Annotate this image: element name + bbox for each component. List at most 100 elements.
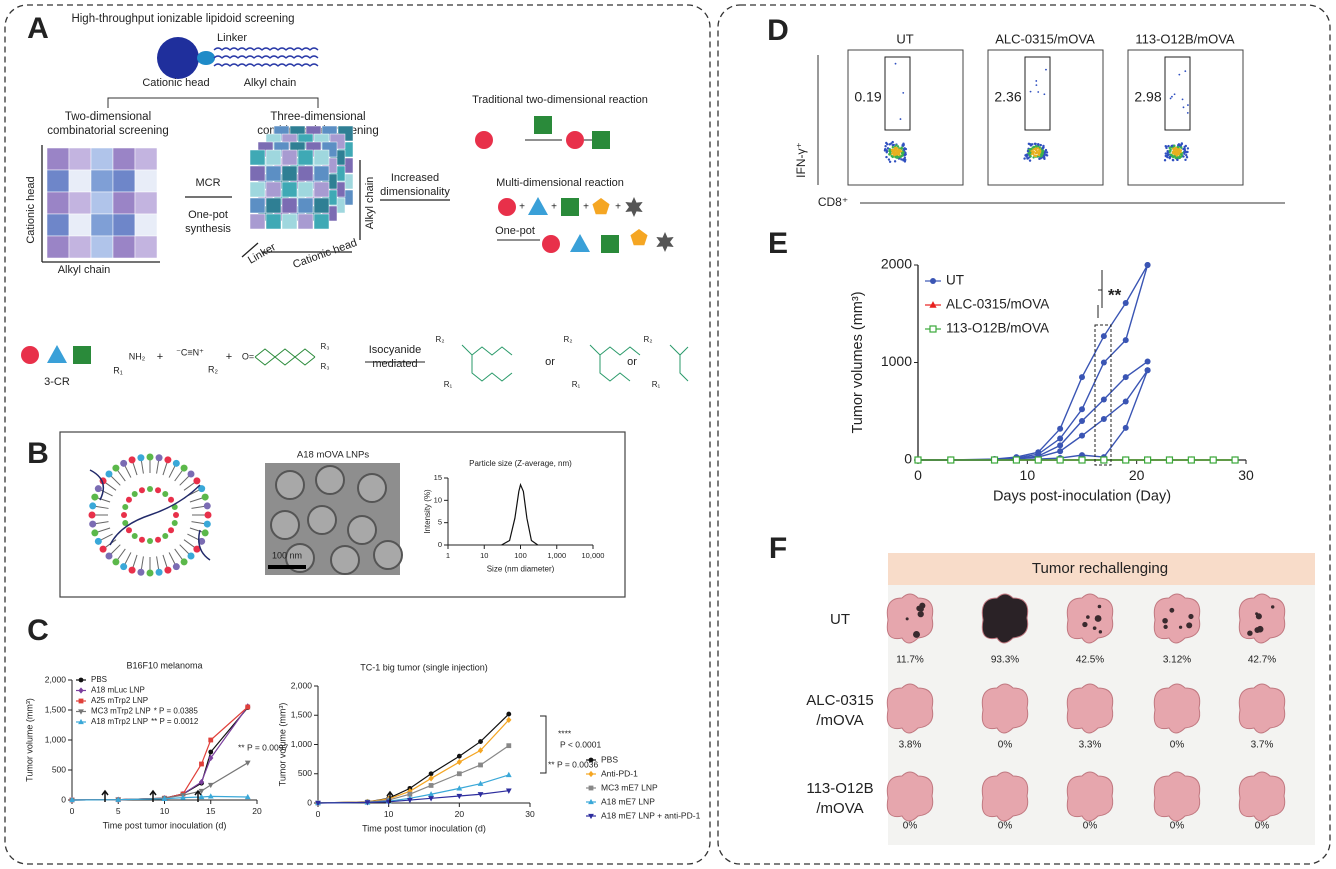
cube-cell: [265, 149, 282, 166]
data-point: [456, 771, 462, 777]
label: IFN-γ⁺: [794, 142, 808, 178]
event: [1032, 150, 1036, 154]
data-point: [506, 711, 512, 717]
panel-letter: A: [27, 12, 49, 45]
lipid-head-inner: [171, 520, 178, 527]
lipid-tail: [183, 539, 195, 548]
lipid-head: [120, 563, 128, 571]
event: [887, 158, 891, 161]
data-point: [456, 753, 462, 759]
event: [899, 118, 902, 120]
metastasis: [1247, 630, 1253, 636]
label: Isocyanide: [369, 344, 422, 356]
event: [902, 91, 905, 94]
lipid-tail: [110, 475, 121, 486]
lipid-head: [193, 545, 201, 553]
event: [1038, 146, 1041, 149]
event: [886, 142, 889, 146]
label: R₂: [564, 335, 573, 344]
lipid-head: [128, 566, 136, 574]
data-point: [406, 797, 413, 804]
event: [1177, 146, 1180, 149]
data-point: [78, 677, 84, 683]
event: [1170, 144, 1173, 148]
event: [1040, 153, 1043, 156]
event: [1035, 80, 1038, 82]
data-point: [315, 800, 321, 807]
lipid-head-inner: [168, 527, 175, 534]
x-tick-label: 30: [525, 809, 535, 819]
alkyl-tail: [213, 47, 319, 51]
label: 11.7%: [896, 655, 924, 666]
cube-cell: [265, 181, 282, 198]
event: [1183, 152, 1186, 156]
legend-label: PBS: [91, 675, 107, 684]
lipid-tail: [117, 470, 126, 482]
grid-cell: [46, 213, 70, 237]
lipid-head: [89, 520, 97, 528]
event: [1174, 149, 1178, 152]
chart-title: TC-1 big tumor (single injection): [360, 662, 488, 672]
y-tick-label: 500: [52, 764, 66, 774]
grid-cell: [134, 169, 158, 193]
lipid-tail: [191, 505, 205, 509]
particle: [270, 510, 300, 540]
y-tick-label: 2,000: [45, 674, 67, 684]
label: 0%: [998, 740, 1013, 751]
event: [1039, 143, 1042, 147]
event: [900, 158, 903, 161]
lipid-tail: [110, 544, 121, 555]
lipid-head: [155, 454, 163, 462]
significance-bracket: [540, 715, 547, 774]
x-tick-label: 10: [160, 806, 170, 816]
data-point: [456, 785, 463, 791]
lipid-head-inner: [122, 520, 129, 527]
label: NH₂: [129, 351, 146, 361]
grid-cell: [90, 191, 114, 215]
flow-plot: [1127, 49, 1244, 186]
event: [1177, 143, 1180, 147]
x-tick-label: 1,000: [547, 551, 566, 560]
data-point: [244, 793, 251, 800]
event: [1173, 155, 1176, 158]
label: UT: [896, 31, 913, 46]
event: [1173, 144, 1176, 147]
x-tick-label: 100: [514, 551, 527, 560]
event: [894, 146, 897, 149]
lipid-head-inner: [173, 512, 179, 518]
alkyl-tail: [213, 55, 319, 59]
legend-label: 113-O12B/mOVA: [946, 321, 1049, 336]
y-tick-label: 5: [438, 518, 442, 527]
metastasis: [919, 602, 926, 609]
lipid-head: [99, 545, 107, 553]
metastasis: [1097, 604, 1102, 609]
cube-cell: [281, 165, 298, 182]
reactant-d: [592, 198, 610, 215]
grid-cell: [46, 147, 70, 171]
data-point: [1057, 435, 1064, 442]
label: Multi-dimensional reaction: [496, 177, 624, 189]
label: /mOVA: [816, 712, 863, 729]
event: [1043, 93, 1046, 96]
label: 113-O12B/mOVA: [1135, 31, 1235, 46]
x-tick-label: 15: [206, 806, 216, 816]
lipid-tail: [179, 544, 190, 555]
event: [1183, 150, 1187, 153]
lung-photo: [981, 683, 1029, 734]
label: UT: [830, 611, 850, 628]
data-point: [1079, 432, 1085, 439]
label: Two-dimensional: [65, 111, 151, 123]
annotation: **: [1108, 285, 1122, 304]
data-point: [1144, 367, 1151, 374]
annotation: ****: [558, 728, 572, 738]
legend-label: Anti-PD-1: [601, 768, 638, 778]
data-point: [930, 278, 936, 284]
lipid-tail: [189, 497, 203, 503]
data-point: [1187, 456, 1195, 464]
label: 3-CR: [44, 376, 70, 388]
lipid-tail: [174, 548, 183, 560]
data-point: [207, 782, 214, 789]
event: [898, 148, 901, 151]
data-point: [1144, 358, 1151, 365]
data-point: [1122, 300, 1129, 307]
